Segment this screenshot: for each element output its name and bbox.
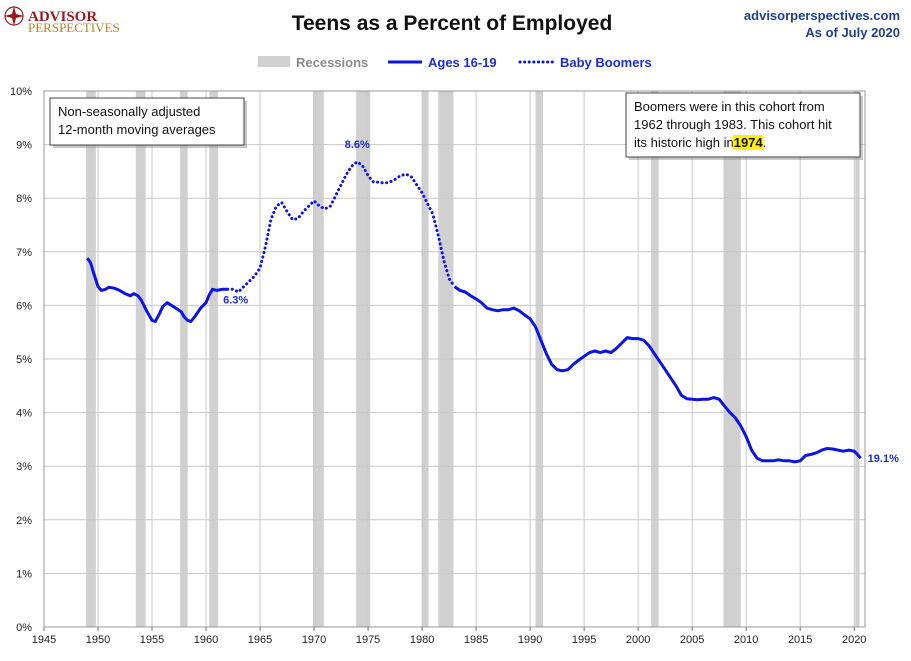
y-tick-label: 4% (16, 408, 32, 420)
x-tick-label: 1975 (356, 634, 380, 646)
x-tick-label: 1985 (464, 634, 488, 646)
legend: Recessions Ages 16-19 Baby Boomers (258, 55, 652, 70)
plot-border (43, 90, 866, 628)
logo: ADVISOR PERSPECTIVES (4, 6, 120, 35)
x-tick-label: 1955 (140, 634, 164, 646)
chart-title: Teens as a Percent of Employed (292, 12, 613, 35)
x-tick-label: 2015 (788, 634, 812, 646)
data-label: 19.1% (868, 453, 899, 465)
x-tick-label: 1965 (248, 634, 272, 646)
annotation-text: Boomers were in this cohort from (634, 99, 825, 114)
annotations: Non-seasonally adjusted 12-month moving a… (49, 92, 863, 160)
x-tick-label: 2010 (734, 634, 758, 646)
source-line-1: advisorperspectives.com (744, 8, 900, 23)
y-tick-label: 5% (16, 354, 32, 366)
annotation-suffix: . (763, 135, 767, 150)
legend-label: Ages 16-19 (428, 55, 497, 70)
y-axis-ticks: 0% 1% 2% 3% 4% 5% 6% 7% 8% 9% 10% (10, 86, 32, 634)
annotation-text: Non-seasonally adjusted (58, 104, 200, 119)
x-tick-label: 1995 (572, 634, 596, 646)
point-labels: 6.3% 8.6% 19.1% (223, 139, 899, 465)
x-tick-label: 2020 (842, 634, 866, 646)
legend-label: Baby Boomers (560, 55, 652, 70)
grid-lines (44, 91, 865, 627)
annotation-text: its historic high in (634, 135, 734, 150)
source-line-2: As of July 2020 (805, 25, 900, 40)
y-tick-label: 8% (16, 193, 32, 205)
x-tick-label: 1970 (302, 634, 326, 646)
y-tick-label: 3% (16, 461, 32, 473)
annotation-text: 1962 through 1983. This cohort hit (634, 117, 832, 132)
x-axis-ticks: 1945 1950 1955 1960 1965 1970 1975 1980 1985 1990… (32, 627, 866, 646)
x-tick-label: 1960 (194, 634, 218, 646)
y-tick-label: 10% (10, 86, 32, 98)
x-tick-label: 2000 (626, 634, 650, 646)
y-tick-label: 0% (16, 622, 32, 634)
logo-line-1: ADVISOR (28, 9, 97, 25)
annotation-highlight-text: 1974 (734, 135, 764, 150)
data-label: 6.3% (223, 294, 248, 306)
x-tick-label: 1945 (32, 634, 56, 646)
x-tick-label: 1980 (410, 634, 434, 646)
x-tick-label: 1990 (518, 634, 542, 646)
y-tick-label: 1% (16, 568, 32, 580)
legend-label: Recessions (296, 55, 368, 70)
y-tick-label: 7% (16, 247, 32, 259)
legend-swatch-recessions (258, 56, 290, 67)
x-tick-label: 2005 (680, 634, 704, 646)
annotation-text: 12-month moving averages (58, 122, 216, 137)
series-lines (86, 160, 862, 464)
y-tick-label: 6% (16, 300, 32, 312)
compass-rose-icon (4, 6, 24, 26)
annotation-box (49, 97, 245, 146)
logo-line-2: PERSPECTIVES (28, 20, 120, 35)
y-tick-label: 2% (16, 515, 32, 527)
series-line-baby-boomers (226, 160, 456, 294)
series-line-ages-16-19 (86, 257, 228, 323)
data-label: 8.6% (345, 139, 370, 151)
x-tick-label: 1950 (86, 634, 110, 646)
series-line-ages-16-19 (453, 285, 862, 464)
annotation-highlight (732, 135, 764, 150)
y-tick-label: 9% (16, 140, 32, 152)
